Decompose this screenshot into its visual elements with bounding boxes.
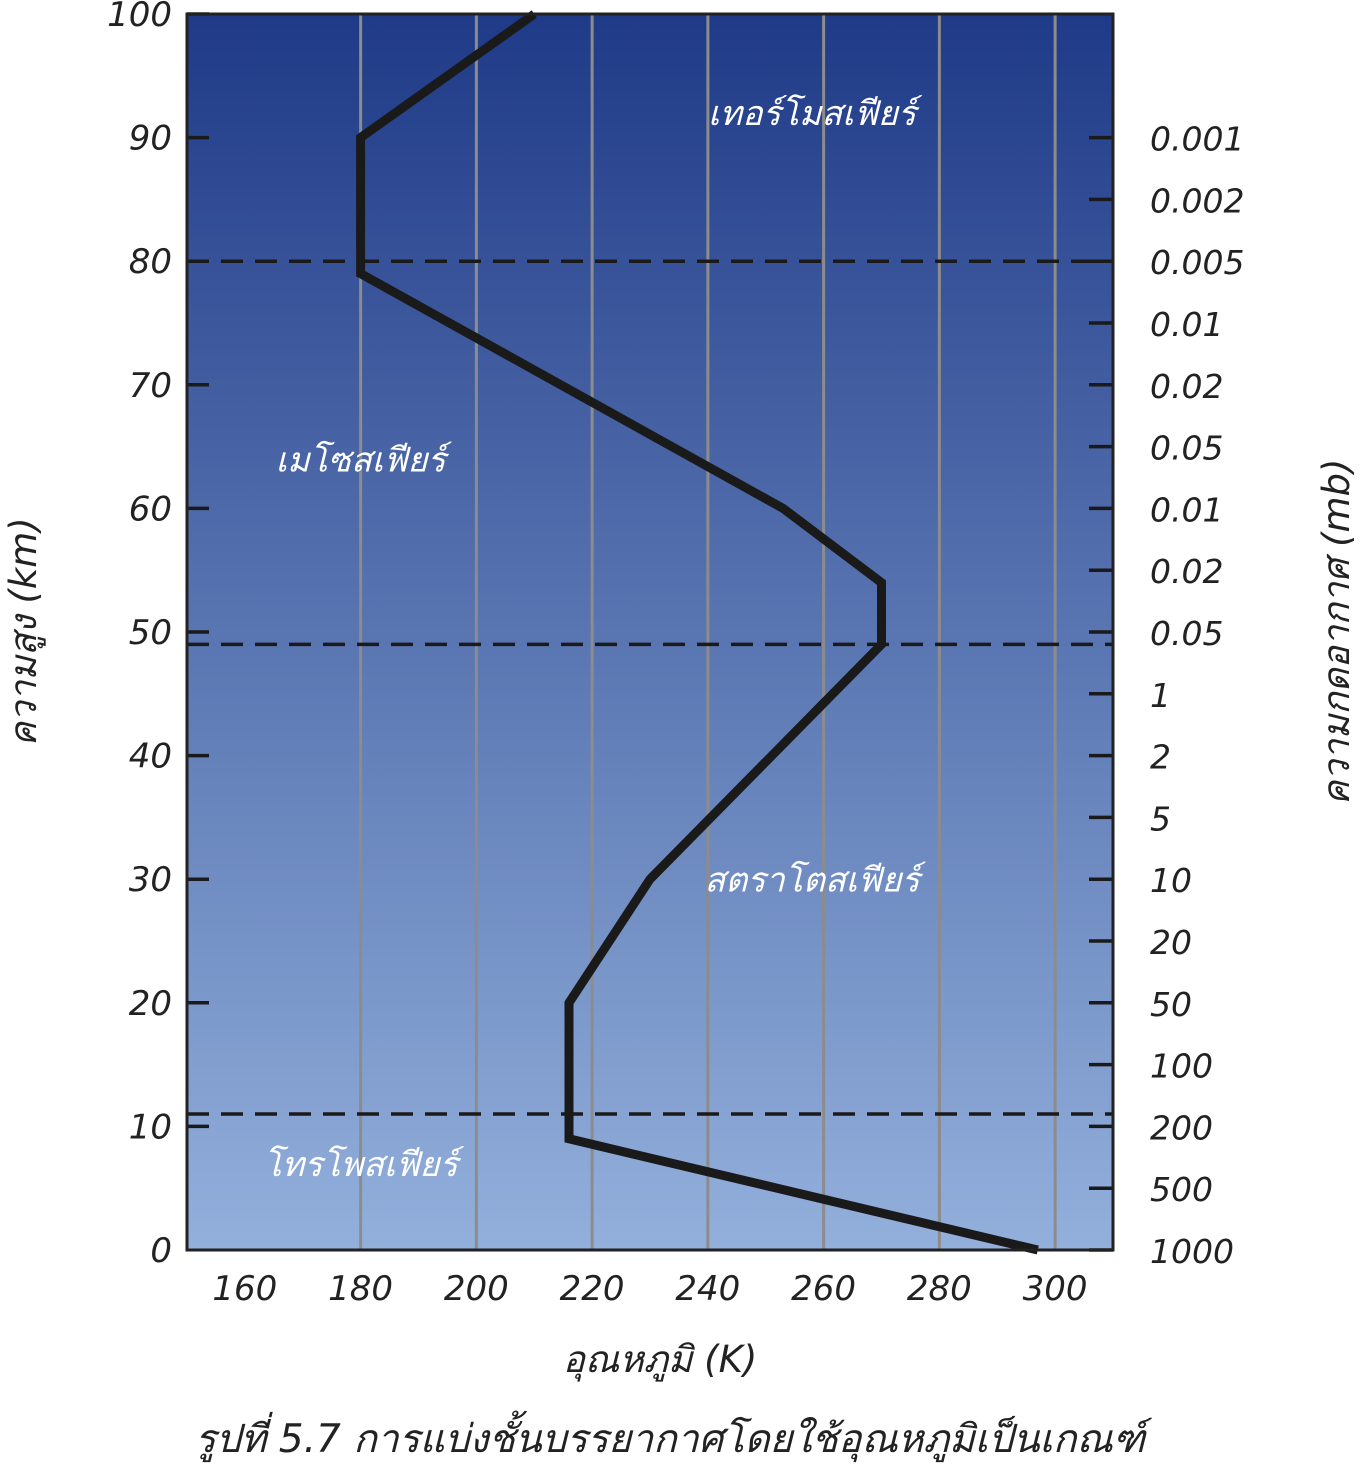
y-tick-label: 0 [150,1231,172,1271]
figure-caption: รูปที่ 5.7 การแบ่งชั้นบรรยากาศโดยใช้อุณห… [195,1410,1153,1463]
y-tick-label: 20 [129,984,172,1024]
pressure-tick-label: 0.002 [1150,181,1244,220]
y-tick-label: 50 [129,613,172,653]
x-tick-labels: 160 180 200 220 240 260 280 300 [212,1269,1087,1309]
y2-axis-title: ความกดอากาศ (mb) [1315,459,1358,806]
pressure-tick-label: 0.02 [1150,552,1223,591]
x-tick-label: 200 [444,1269,509,1309]
pressure-tick-label: 1000 [1150,1232,1234,1271]
x-tick-label: 300 [1023,1269,1088,1309]
x-axis-title: อุณหภูมิ (K) [563,1338,758,1382]
pressure-tick-label: 500 [1150,1170,1213,1209]
layer-label: สตราโตสเฟียร์ [704,861,926,901]
pressure-tick-label: 0.05 [1150,614,1223,653]
pressure-tick-label: 2 [1150,738,1171,777]
layer-boundaries [187,259,1113,1116]
y-tick-label: 60 [129,489,172,529]
x-tick-label: 260 [791,1269,856,1309]
y-tick-label: 100 [107,0,172,35]
layer-label: เมโซสเฟียร์ [276,440,453,480]
pressure-tick-label: 0.02 [1150,367,1223,406]
y-axis-title: ความสูง (km) [2,517,46,746]
temperature-profile-line [356,10,1039,1255]
pressure-tick-label: 0.01 [1150,490,1223,529]
pressure-tick-label: 0.005 [1150,243,1244,282]
x-tick-label: 180 [328,1269,393,1309]
pressure-tick-label: 0.01 [1150,305,1223,344]
pressure-ticks [1089,135,1113,1252]
x-tick-label: 280 [907,1269,972,1309]
layer-labels: โทรโพสเฟียร์ สตราโตสเฟียร์ เมโซสเฟียร์ เทอร… [264,94,927,1185]
plot-frame [185,12,1115,1252]
pressure-tick-label: 100 [1150,1047,1213,1086]
y-tick-label: 30 [129,860,172,900]
layer-label: โทรโพสเฟียร์ [264,1145,465,1185]
pressure-tick-label: 0.001 [1150,120,1244,159]
x-tick-label: 240 [675,1269,740,1309]
y-tick-label: 90 [129,119,172,159]
x-tick-label: 220 [560,1269,625,1309]
y-tick-label: 70 [129,366,172,406]
pressure-tick-label: 20 [1150,923,1192,962]
layer-label: เทอร์โมสเฟียร์ [708,94,923,134]
pressure-tick-label: 200 [1150,1108,1213,1147]
pressure-tick-labels: 0.001 0.002 0.005 0.01 0.02 0.05 0.01 0.02 0.05 1… [1150,120,1244,1271]
y-tick-labels: 0 10 20 30 40 50 60 70 80 90 100 [107,0,172,1271]
pressure-tick-label: 10 [1150,861,1192,900]
pressure-tick-label: 1 [1150,676,1171,715]
x-tick-label: 160 [212,1269,277,1309]
y-tick-label: 10 [129,1107,172,1147]
pressure-tick-label: 50 [1150,985,1192,1024]
vertical-grid [359,14,1057,1250]
y-tick-label: 40 [129,737,172,777]
pressure-tick-label: 0.05 [1150,429,1223,468]
y-tick-label: 80 [129,242,172,282]
plot-background [187,14,1113,1250]
pressure-tick-label: 5 [1150,799,1171,838]
